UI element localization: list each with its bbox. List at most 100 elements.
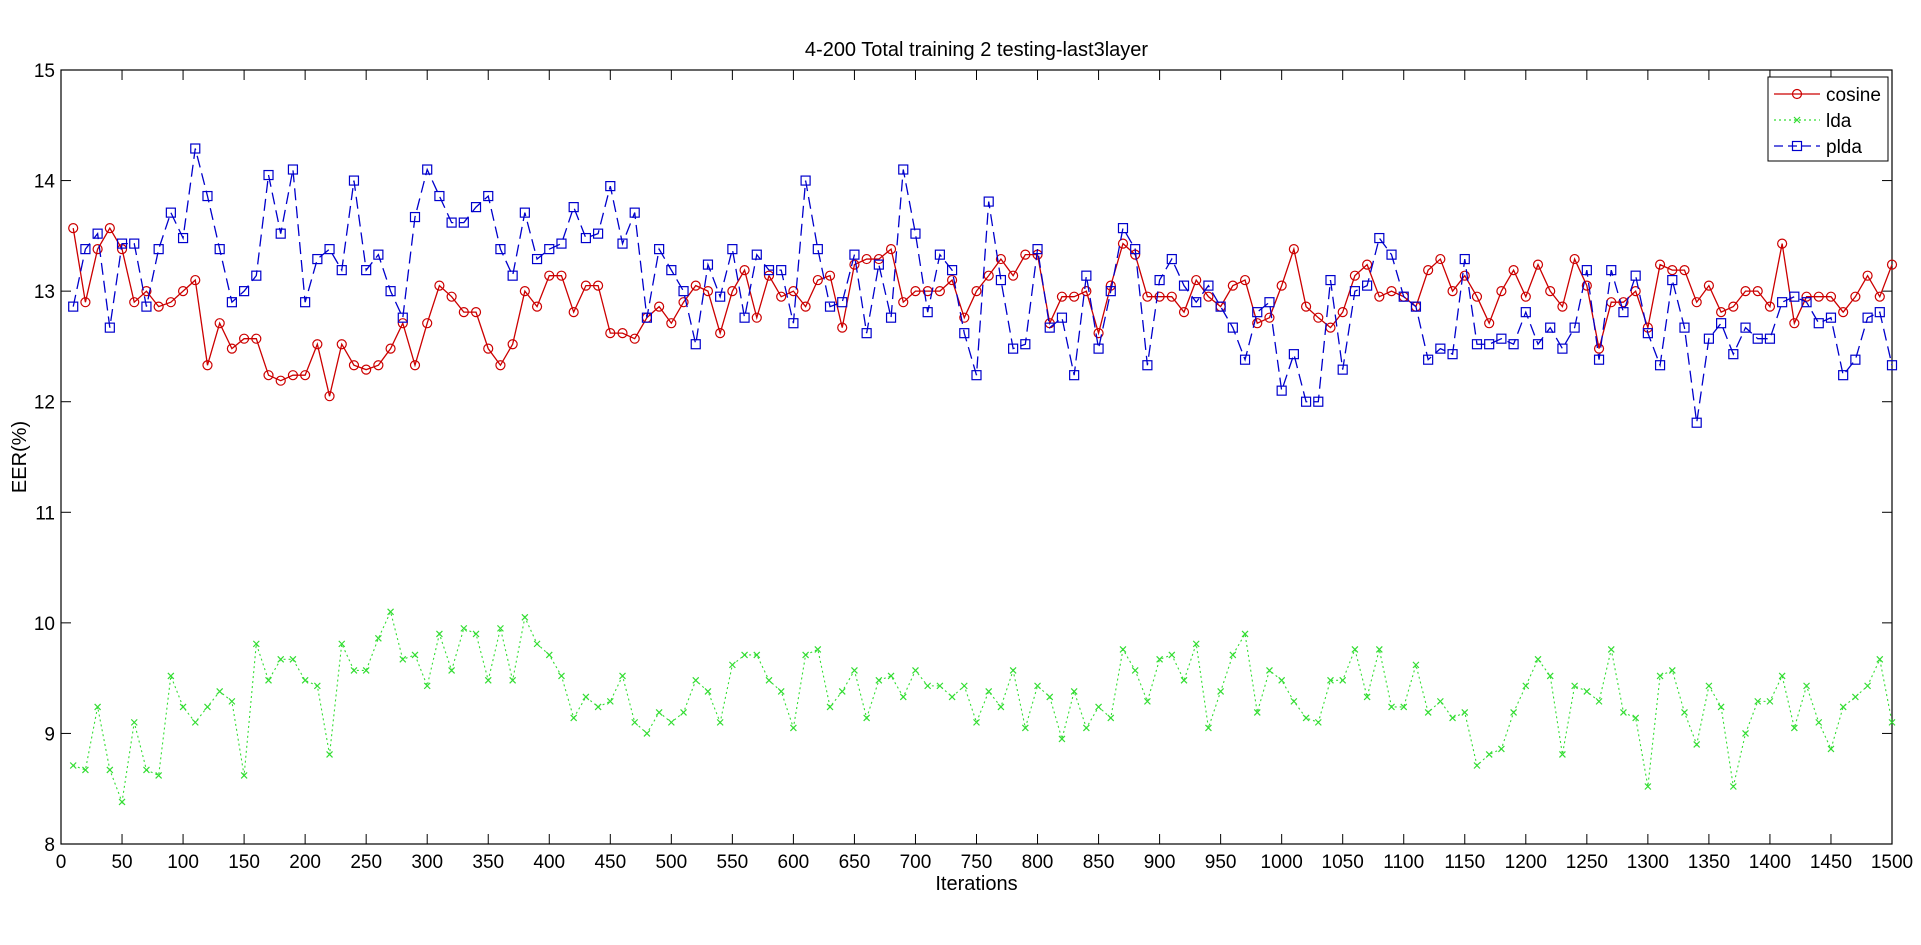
data-point-plda	[385, 286, 396, 297]
y-tick-label: 15	[34, 61, 55, 82]
data-point-cosine	[946, 274, 958, 286]
data-point-plda	[239, 286, 250, 297]
data-point-cosine	[1117, 238, 1129, 249]
data-point-lda	[1473, 762, 1481, 769]
data-point-cosine	[580, 280, 591, 291]
data-point-cosine	[1716, 307, 1727, 318]
data-point-cosine	[226, 343, 237, 354]
data-point-lda	[582, 693, 590, 701]
data-point-plda	[568, 202, 579, 213]
data-point-plda	[1606, 265, 1617, 276]
data-point-lda	[411, 651, 419, 659]
data-point-cosine	[1654, 259, 1666, 270]
data-point-lda	[1693, 741, 1701, 748]
data-point-lda	[863, 714, 871, 722]
data-point-lda	[1266, 666, 1273, 674]
data-point-plda	[1105, 286, 1116, 297]
data-point-cosine	[1679, 265, 1690, 276]
data-point-plda	[422, 164, 433, 175]
x-tick-label: 1350	[1688, 852, 1730, 873]
legend: cosine lda plda	[1767, 76, 1889, 162]
data-point-lda	[484, 676, 492, 684]
data-point-plda	[1630, 270, 1641, 281]
data-point-plda	[1313, 396, 1324, 407]
data-point-plda	[1264, 297, 1275, 308]
data-point-plda	[1728, 349, 1739, 360]
data-point-plda	[1740, 322, 1751, 333]
data-point-lda	[1034, 682, 1041, 690]
data-point-lda	[1351, 645, 1359, 653]
data-point-lda	[1400, 703, 1408, 711]
data-point-plda	[458, 217, 469, 228]
data-point-cosine	[263, 370, 274, 381]
data-point-plda	[983, 196, 994, 207]
data-point-cosine	[654, 301, 665, 312]
y-tick-label: 12	[34, 393, 55, 414]
data-point-plda	[1532, 339, 1544, 350]
data-point-cosine	[251, 333, 262, 344]
x-tick-label: 0	[56, 852, 67, 873]
data-point-cosine	[1569, 253, 1580, 265]
data-point-plda	[409, 211, 421, 223]
data-point-cosine	[1435, 253, 1446, 265]
data-point-lda	[326, 751, 333, 758]
x-tick-label: 1150	[1444, 852, 1485, 873]
data-point-lda	[167, 672, 175, 680]
data-point-plda	[1435, 343, 1446, 354]
data-point-plda	[1667, 274, 1678, 286]
data-point-lda	[1851, 693, 1859, 701]
data-point-cosine	[776, 291, 787, 302]
data-point-plda	[153, 244, 164, 255]
plot-area: 0 50 100 150 200 250 300 350 400 450 500 550 600 650 7…	[34, 61, 1913, 873]
data-point-lda	[1681, 708, 1688, 716]
data-point-cosine	[1813, 291, 1824, 302]
data-point-plda	[800, 175, 811, 186]
data-point-lda	[777, 687, 785, 695]
data-point-cosine	[568, 307, 579, 318]
data-point-cosine	[1313, 312, 1324, 323]
data-point-lda	[1778, 672, 1786, 680]
data-point-cosine	[531, 301, 543, 312]
x-tick-label: 200	[289, 852, 321, 873]
data-point-cosine	[1069, 291, 1080, 302]
data-point-plda	[397, 312, 408, 323]
data-point-plda	[1398, 291, 1409, 302]
data-point-lda	[826, 703, 834, 711]
data-point-cosine	[153, 301, 164, 312]
data-point-cosine	[1777, 238, 1788, 249]
data-point-cosine	[617, 328, 628, 339]
data-point-lda	[533, 640, 541, 648]
data-point-plda	[1374, 232, 1385, 244]
data-point-cosine	[1691, 297, 1702, 308]
x-axis-label: Iterations	[935, 873, 1017, 895]
data-point-lda	[1339, 676, 1347, 684]
data-point-cosine	[739, 265, 750, 276]
y-axis-label: EER(%)	[9, 421, 31, 493]
x-tick-label: 350	[472, 852, 504, 873]
data-point-lda	[1436, 697, 1444, 705]
data-point-cosine	[1618, 297, 1629, 308]
data-point-lda	[997, 703, 1005, 711]
data-point-lda	[1558, 751, 1566, 758]
data-point-lda	[1302, 714, 1310, 722]
data-point-lda	[716, 718, 724, 726]
data-point-lda	[1388, 703, 1395, 711]
data-point-lda	[1327, 676, 1334, 684]
data-point-cosine	[959, 312, 970, 323]
y-tick-label: 11	[35, 503, 55, 524]
data-point-lda	[887, 672, 895, 680]
data-point-plda	[1496, 333, 1507, 344]
data-point-cosine	[605, 328, 616, 339]
data-point-lda	[1131, 666, 1139, 674]
data-point-plda	[1349, 286, 1361, 297]
data-point-cosine	[885, 244, 897, 255]
data-point-lda	[936, 682, 944, 690]
data-point-plda	[1716, 318, 1727, 329]
x-tick-label: 800	[1022, 852, 1054, 873]
x-tick-label: 1250	[1566, 852, 1608, 873]
data-point-plda	[300, 297, 311, 308]
data-point-plda	[275, 228, 286, 239]
data-point-cosine	[1557, 301, 1568, 312]
data-point-plda	[1508, 339, 1519, 350]
